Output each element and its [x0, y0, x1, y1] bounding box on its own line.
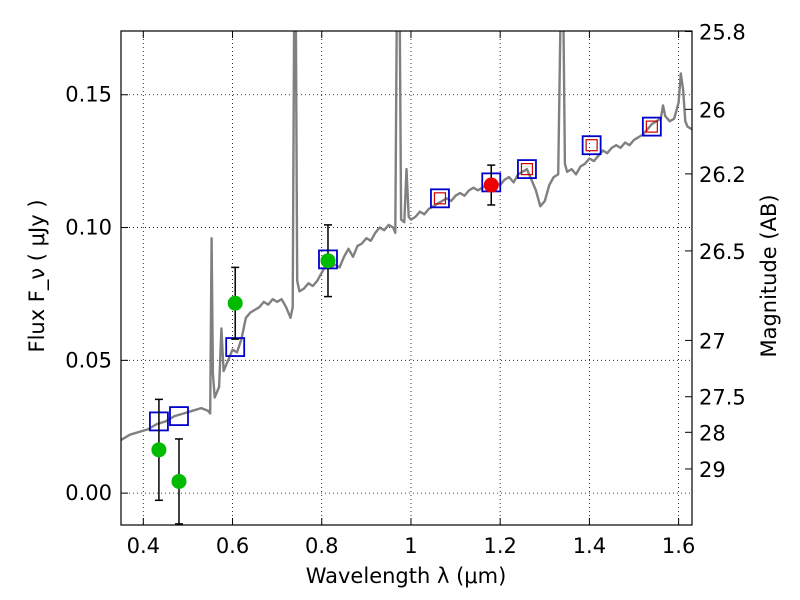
x-tick-label: 1 [404, 534, 417, 558]
axes: 0.4 0.6 0.8 1 1.2 1.4 1.6 0.00 0.05 0.10 0.15 25.8 2… [65, 21, 746, 558]
y-tick-label: 0.00 [65, 481, 112, 505]
model-photometry-inner-square [645, 120, 658, 133]
plot-area [121, 31, 692, 525]
model-photometry-inner-square [585, 139, 598, 152]
x-tick-label: 1.4 [573, 534, 606, 558]
x-tick-label: 1.6 [662, 534, 695, 558]
observed-point-optical [171, 473, 187, 489]
plot-frame [120, 30, 693, 526]
right-tick-label: 26.2 [699, 163, 746, 187]
y-tick-label: 0.05 [65, 348, 112, 372]
right-tick-label: 26 [699, 98, 726, 122]
observed-point-optical [320, 253, 336, 269]
model-photometry-square [517, 159, 537, 180]
x-tick-label: 0.8 [305, 534, 338, 558]
model-photometry-inner-square [433, 192, 447, 205]
model-photometry-square [581, 135, 602, 156]
model-photometry-square [641, 116, 662, 137]
y-tick-label: 0.10 [65, 216, 112, 240]
y-tick-label: 0.15 [65, 83, 112, 107]
x-tick-label: 1.2 [483, 534, 516, 558]
observed-point-optical [227, 295, 243, 311]
right-tick-label: 26.5 [699, 240, 746, 264]
spectrum-line [121, 31, 692, 442]
right-tick-label: 28 [699, 421, 726, 445]
observed-point-nir [483, 177, 499, 193]
x-tick-label: 0.6 [216, 534, 249, 558]
model-photometry-inner-square [520, 163, 534, 176]
right-tick-label: 25.8 [699, 21, 746, 45]
x-tick-label: 0.4 [127, 534, 160, 558]
y-axis-label: Flux F_ν ( μJy ) [25, 199, 50, 352]
model-photometry-square [169, 406, 189, 427]
right-tick-label: 27 [699, 329, 726, 353]
right-tick-label: 27.5 [699, 386, 746, 410]
right-tick-label: 29 [699, 458, 726, 482]
x-axis-label: Wavelength λ (μm) [306, 564, 507, 588]
model-photometry-square [430, 188, 450, 209]
observed-point-optical [151, 442, 167, 458]
right-axis-label: Magnitude (AB) [757, 194, 781, 357]
